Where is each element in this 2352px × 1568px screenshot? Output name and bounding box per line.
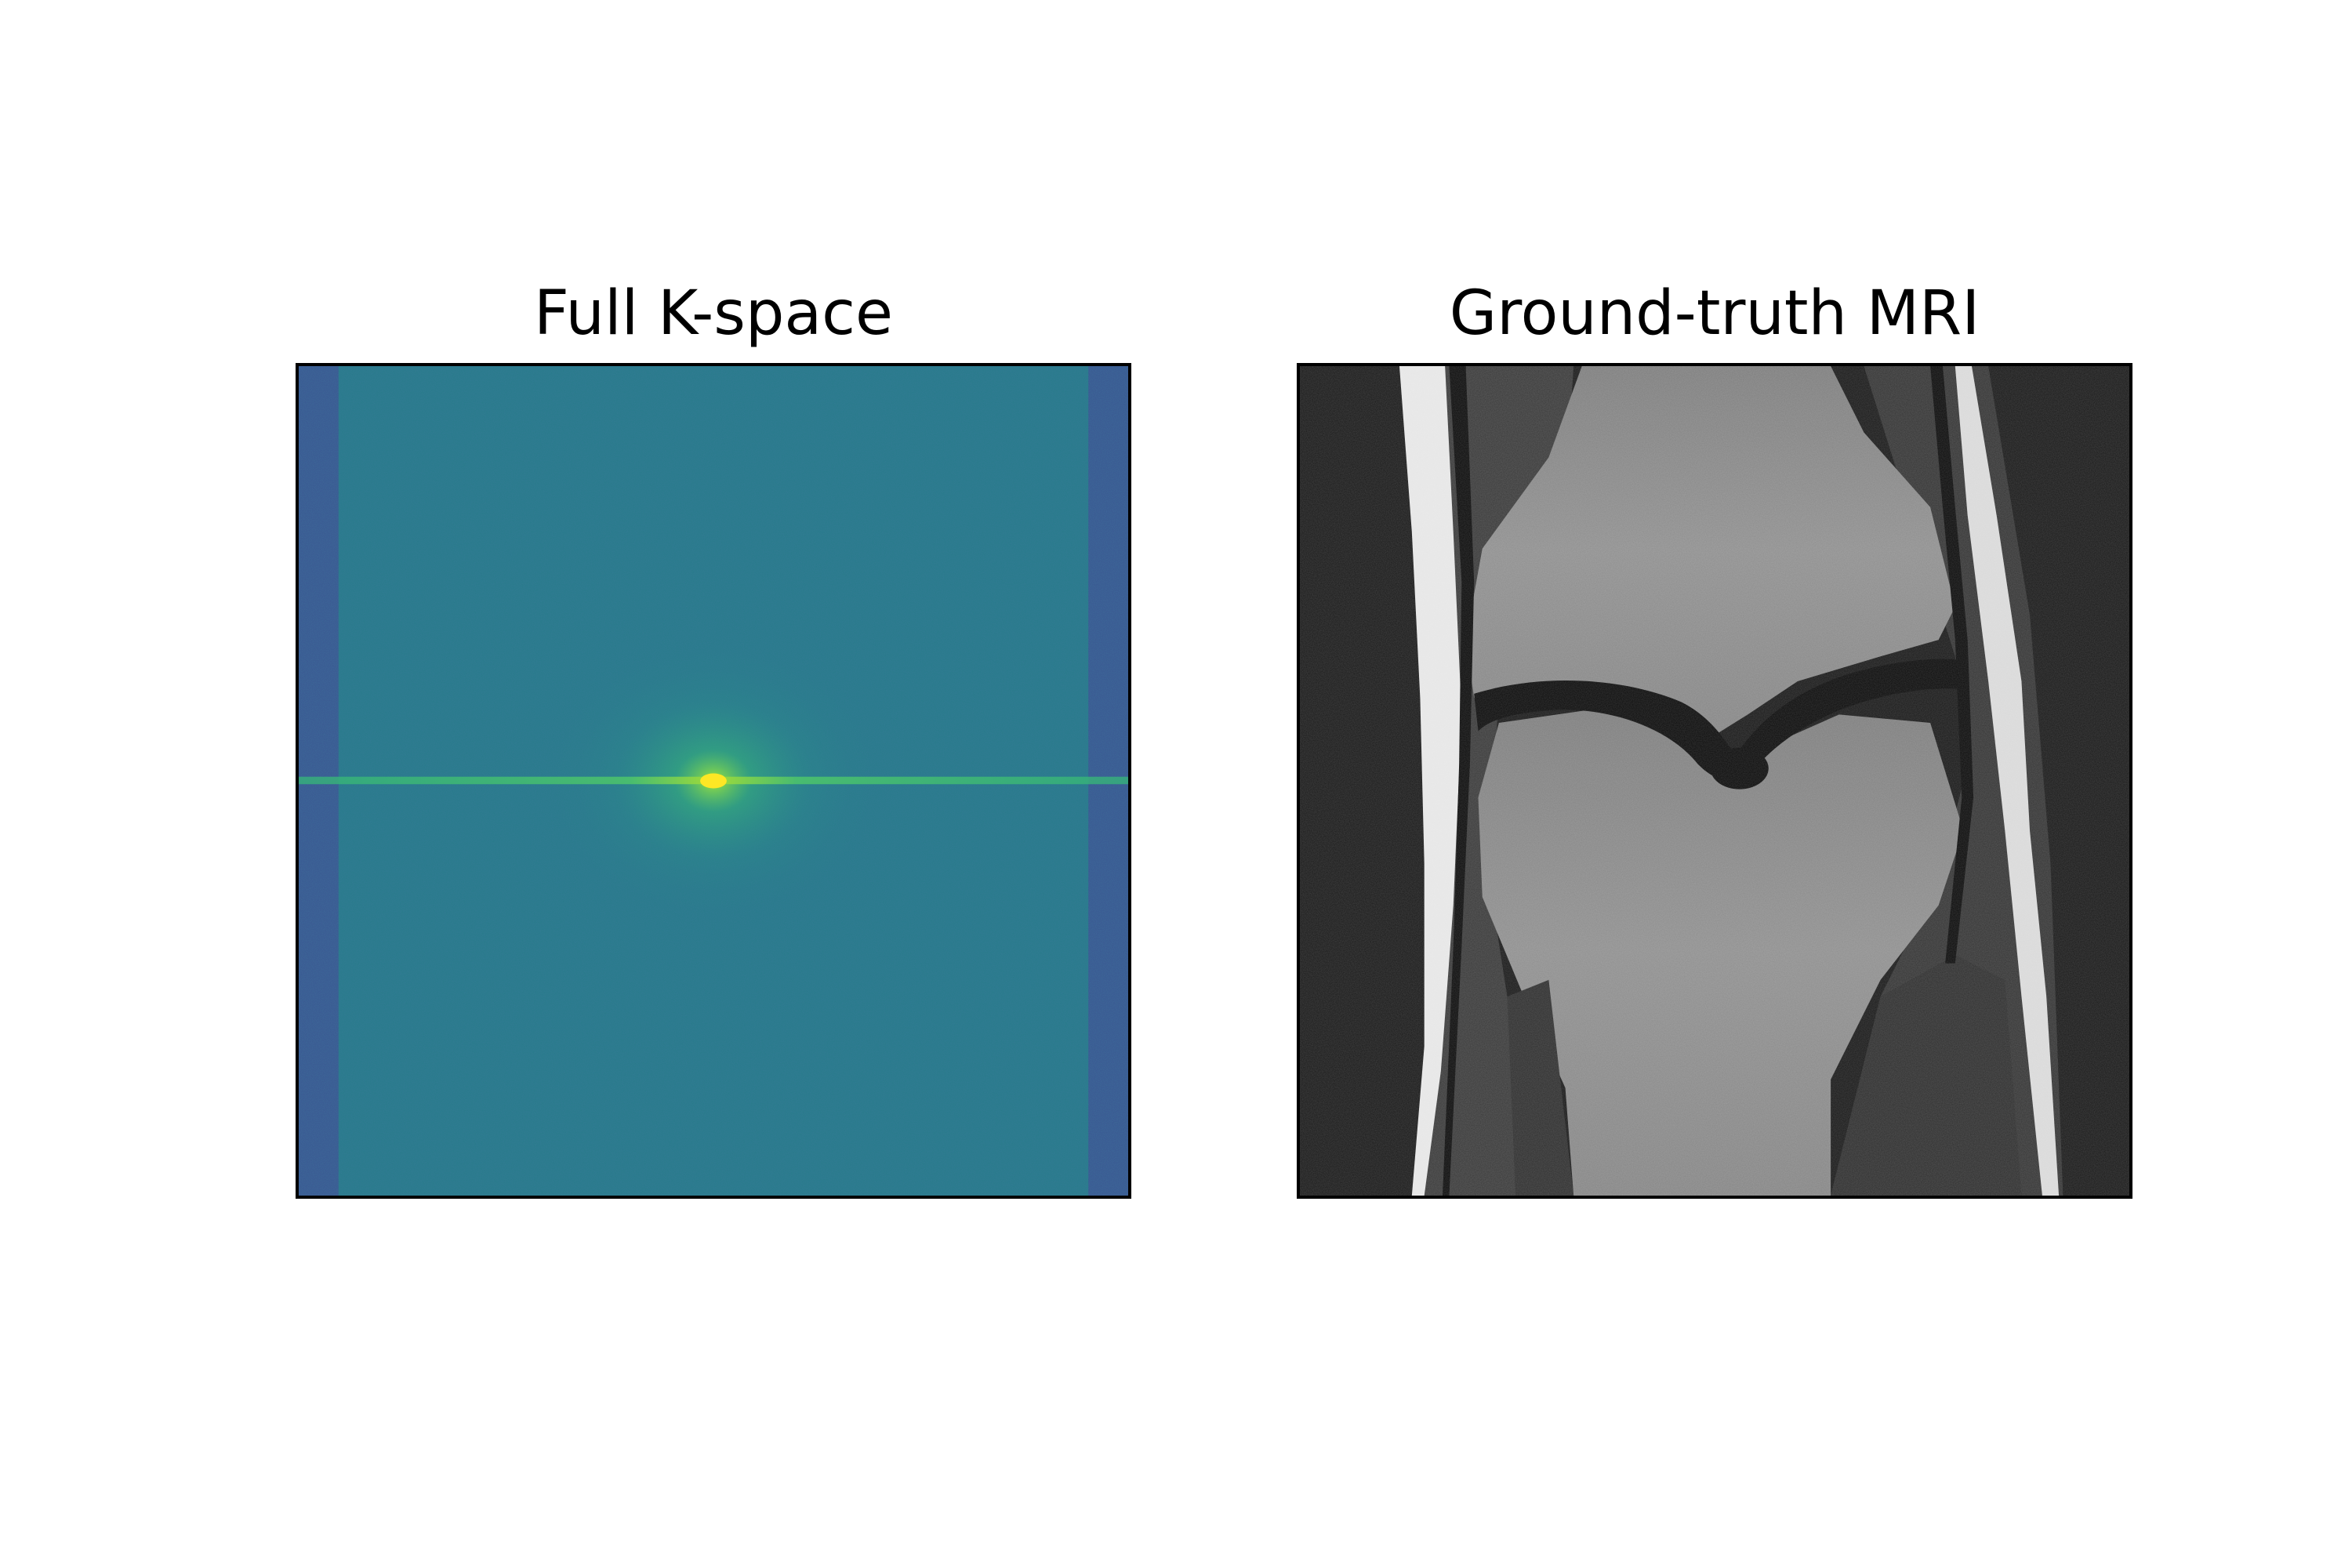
mri-knee-scan: [1300, 366, 2129, 1196]
kspace-center-peak: [700, 773, 727, 789]
kspace-panel-title: Full K-space: [533, 278, 894, 349]
kspace-image: [296, 363, 1131, 1199]
kspace-plot: [299, 366, 1128, 1196]
mri-panel-title: Ground-truth MRI: [1449, 278, 1980, 349]
mri-image: [1297, 363, 2132, 1199]
mri-noise: [1300, 366, 2129, 1196]
